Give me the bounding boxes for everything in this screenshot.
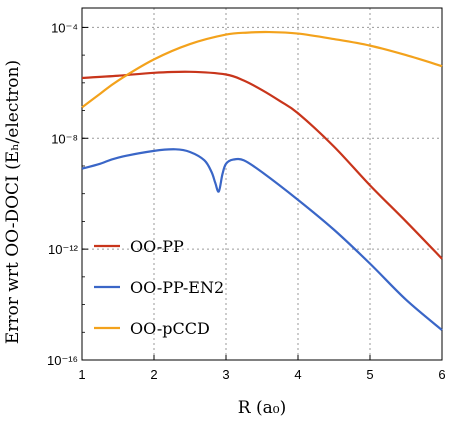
y-tick-label: 10⁻⁴	[51, 20, 78, 35]
y-tick-label: 10⁻¹²	[48, 242, 79, 257]
x-axis-label: R (a₀)	[238, 398, 286, 418]
x-tick-label: 6	[438, 367, 445, 382]
x-tick-label: 3	[222, 367, 229, 382]
y-tick-label: 10⁻¹⁶	[47, 353, 78, 368]
plot-frame	[81, 7, 443, 361]
x-tick-label: 1	[78, 367, 85, 382]
x-tick-label: 5	[366, 367, 373, 382]
legend: OO-PP OO-PP-EN2 OO-pCCD	[94, 237, 224, 338]
legend-label: OO-pCCD	[130, 319, 210, 338]
series-line-oo-pp-en2	[81, 148, 443, 331]
y-axis-label: Error wrt OO-DOCI (Eₕ/electron)	[3, 60, 23, 344]
grid	[82, 8, 442, 360]
series-lines	[81, 30, 443, 331]
ticks: 1 2 3 4 5 6 10⁻⁴ 10⁻⁸ 10⁻¹² 10⁻¹⁶	[47, 20, 446, 382]
series-line-oo-pp	[81, 70, 443, 260]
legend-label: OO-PP-EN2	[130, 278, 224, 297]
x-tick-label: 2	[150, 367, 157, 382]
x-tick-label: 4	[294, 367, 301, 382]
series-line-oo-pccd	[81, 30, 443, 109]
y-tick-label: 10⁻⁸	[51, 131, 78, 146]
legend-label: OO-PP	[130, 237, 184, 256]
